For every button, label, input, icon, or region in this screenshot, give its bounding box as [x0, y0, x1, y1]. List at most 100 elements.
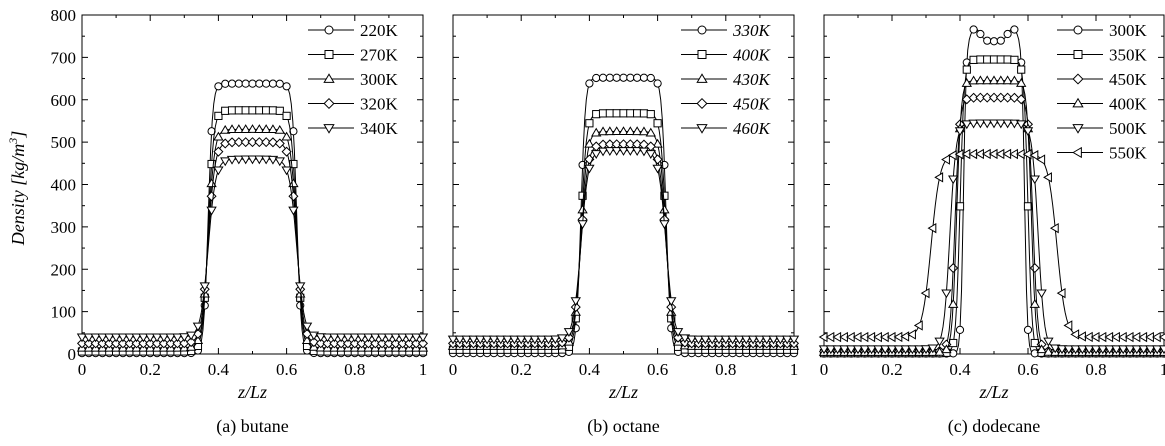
- legend-label: 320K: [360, 95, 399, 114]
- data-point: [713, 335, 725, 345]
- data-point: [1138, 345, 1149, 355]
- data-point: [213, 166, 224, 176]
- data-point: [260, 124, 272, 133]
- data-point: [585, 119, 594, 128]
- data-point: [619, 73, 628, 82]
- data-point: [370, 333, 381, 343]
- x-tick-label: 0.8: [1085, 360, 1106, 379]
- x-tick-label: 0.2: [140, 360, 161, 379]
- y-tick-label: 500: [51, 133, 77, 152]
- data-point: [241, 106, 250, 115]
- data-point: [612, 73, 621, 82]
- data-point: [1002, 75, 1013, 85]
- data-point: [1145, 345, 1156, 355]
- y-tick-label: 0: [68, 345, 77, 364]
- x-tick-label: 0.6: [1017, 360, 1038, 379]
- data-point: [110, 333, 122, 343]
- data-point: [247, 124, 258, 133]
- data-point: [349, 338, 360, 349]
- data-point: [383, 333, 395, 343]
- data-point: [976, 29, 985, 39]
- x-tick-label: 1: [419, 360, 428, 379]
- x-tick-label: 0.6: [276, 360, 297, 379]
- legend-marker: [696, 97, 708, 110]
- data-point: [975, 92, 986, 103]
- y-tick-label: 700: [51, 48, 77, 67]
- data-point: [975, 75, 986, 85]
- chart-panel-2: 0 0.2 0.4 0.6 0.8 1 z/Lz (b) octane 330K 400K 430K…: [447, 14, 800, 437]
- x-tick-label: 0.4: [208, 360, 230, 379]
- data-point: [124, 333, 135, 343]
- legend-entry: 550K: [1057, 144, 1148, 163]
- data-point: [336, 338, 347, 349]
- chart-panel-3: 0 0.2 0.4 0.6 0.8 1 z/Lz (c) dodecane 300K 350K 45…: [818, 14, 1165, 437]
- data-point: [659, 204, 670, 214]
- data-point: [234, 106, 243, 115]
- legend-label: 430K: [733, 70, 772, 89]
- data-point: [248, 106, 257, 115]
- x-tick-label: 0.4: [949, 360, 971, 379]
- data-point: [996, 36, 1005, 45]
- data-point: [570, 302, 581, 313]
- y-tick-label: 300: [51, 218, 77, 237]
- data-point: [947, 150, 957, 161]
- legend-label: 270K: [360, 46, 399, 65]
- data-point: [151, 338, 163, 349]
- legend-entry: 450K: [1057, 70, 1148, 89]
- legend-marker: [1072, 124, 1084, 134]
- data-point: [90, 333, 101, 343]
- data-point: [383, 338, 394, 349]
- legend-entry: 330K: [681, 21, 772, 40]
- data-point: [584, 164, 595, 174]
- data-point: [592, 110, 601, 119]
- legend-entry: 340K: [308, 119, 399, 138]
- data-point: [254, 155, 265, 165]
- legend-entry: 270K: [308, 46, 399, 65]
- data-point: [1077, 331, 1086, 342]
- data-point: [543, 335, 554, 345]
- data-point: [983, 55, 992, 64]
- data-point: [666, 297, 677, 307]
- x-axis-label: z/Lz: [237, 382, 267, 402]
- data-point: [598, 73, 608, 82]
- data-point: [220, 124, 231, 134]
- data-point: [948, 175, 959, 185]
- data-point: [1090, 345, 1102, 355]
- data-point: [274, 138, 285, 149]
- data-point: [363, 333, 374, 343]
- data-point: [454, 335, 466, 345]
- data-point: [447, 335, 459, 345]
- data-point: [117, 333, 129, 343]
- data-point: [948, 298, 959, 308]
- legend-marker: [323, 124, 335, 134]
- data-point: [301, 322, 313, 332]
- data-point: [989, 55, 999, 64]
- data-point: [1029, 298, 1040, 308]
- data-point: [254, 124, 265, 133]
- data-point: [631, 126, 643, 136]
- data-point: [591, 150, 602, 160]
- data-point: [907, 345, 918, 355]
- data-point: [213, 146, 224, 157]
- data-point: [968, 92, 979, 103]
- legend-label: 400K: [1109, 95, 1148, 114]
- data-point: [672, 328, 684, 337]
- series-line: [82, 141, 423, 344]
- data-point: [404, 338, 415, 349]
- data-point: [626, 73, 635, 82]
- data-point: [934, 346, 945, 356]
- data-point: [591, 127, 602, 137]
- data-point: [995, 119, 1006, 129]
- legend-marker: [697, 25, 707, 35]
- data-point: [206, 178, 217, 188]
- legend-entry: 430K: [681, 70, 772, 89]
- data-point: [706, 335, 718, 345]
- data-point: [234, 79, 243, 88]
- data-point: [920, 345, 932, 355]
- data-point: [605, 109, 614, 118]
- series-450K: [447, 139, 800, 349]
- y-axis-label-close: ]: [8, 131, 28, 139]
- data-point: [268, 79, 278, 88]
- data-point: [522, 335, 534, 345]
- data-point: [509, 335, 520, 345]
